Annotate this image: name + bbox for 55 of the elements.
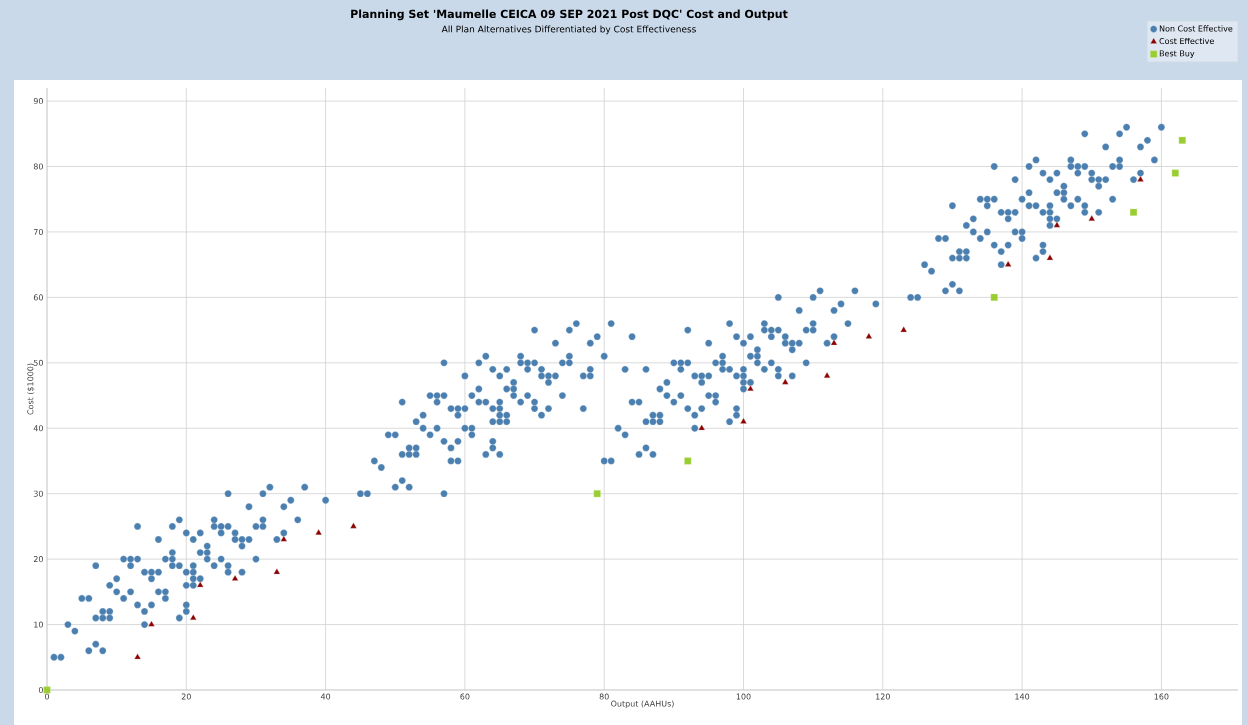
y-tick-label: 40 bbox=[33, 425, 43, 432]
point bbox=[350, 522, 357, 529]
legend-label: Cost Effective bbox=[1159, 37, 1214, 45]
x-tick-label: 140 bbox=[1015, 693, 1030, 700]
point bbox=[190, 614, 197, 620]
point bbox=[865, 332, 873, 339]
y-tick-label: 20 bbox=[33, 556, 43, 563]
point bbox=[148, 620, 155, 627]
point bbox=[273, 568, 281, 575]
x-tick-label: 100 bbox=[736, 693, 751, 700]
point bbox=[830, 339, 838, 346]
point bbox=[1004, 260, 1012, 267]
point bbox=[684, 457, 692, 465]
point bbox=[900, 326, 907, 333]
y-tick-label: 90 bbox=[33, 98, 43, 105]
point bbox=[280, 535, 288, 542]
point bbox=[698, 424, 705, 431]
chart-title: Planning Set 'Maumelle CEICA 09 SEP 2021 Post DQC' Cost and Output bbox=[351, 9, 788, 21]
y-tick-label: 50 bbox=[33, 359, 43, 366]
point bbox=[593, 490, 601, 498]
y-tick-label: 30 bbox=[33, 490, 43, 497]
x-tick-label: 0 bbox=[45, 693, 50, 700]
point bbox=[43, 686, 51, 694]
y-tick-label: 60 bbox=[33, 294, 43, 301]
point bbox=[823, 372, 831, 378]
point bbox=[740, 417, 747, 424]
point bbox=[782, 378, 789, 385]
point bbox=[1046, 254, 1054, 261]
x-axis-title: Output (AAHUs) bbox=[611, 700, 674, 709]
point bbox=[196, 581, 204, 588]
x-tick-label: 20 bbox=[181, 693, 191, 700]
x-tick-label: 60 bbox=[460, 693, 470, 700]
point bbox=[1053, 221, 1061, 228]
point bbox=[1178, 136, 1186, 144]
point bbox=[1171, 169, 1179, 177]
x-tick-label: 160 bbox=[1154, 693, 1169, 700]
point bbox=[1137, 175, 1144, 182]
y-tick-label: 70 bbox=[33, 228, 43, 235]
legend-label: Best Buy bbox=[1159, 50, 1195, 58]
point bbox=[134, 653, 141, 660]
x-tick-label: 40 bbox=[320, 693, 331, 700]
point bbox=[231, 575, 239, 581]
chart-subtitle: All Plan Alternatives Differentiated by Cost Effectiveness bbox=[441, 25, 696, 35]
point bbox=[1088, 215, 1095, 221]
x-tick-label: 80 bbox=[599, 693, 609, 700]
point bbox=[990, 293, 998, 301]
y-tick-label: 80 bbox=[33, 163, 43, 170]
x-tick-label: 120 bbox=[876, 693, 890, 700]
point bbox=[1129, 208, 1138, 216]
legend-label: Non Cost Effective bbox=[1159, 25, 1233, 32]
y-tick-label: 0 bbox=[38, 686, 43, 694]
point bbox=[747, 385, 754, 391]
y-tick-label: 10 bbox=[34, 621, 43, 628]
point bbox=[315, 529, 322, 535]
y-axis-title: Cost ($1000) bbox=[27, 363, 35, 415]
